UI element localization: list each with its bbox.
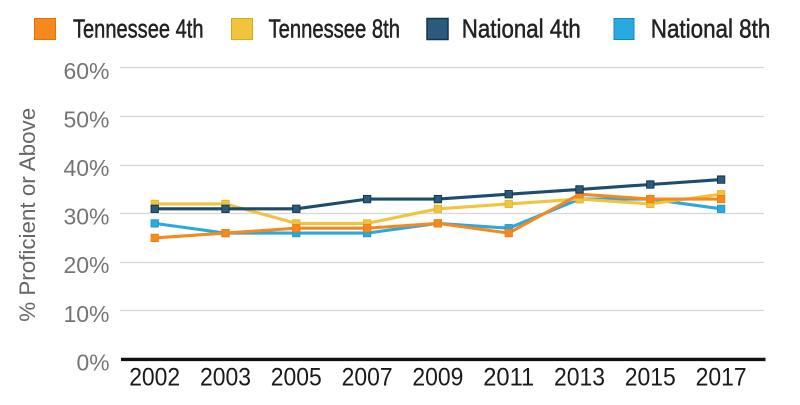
svg-text:2007: 2007 [342, 364, 393, 392]
svg-text:2013: 2013 [554, 364, 605, 392]
svg-text:2003: 2003 [200, 364, 251, 392]
svg-text:2005: 2005 [271, 364, 322, 392]
svg-text:50%: 50% [64, 107, 110, 133]
svg-text:% Proficient or Above: % Proficient or Above [15, 108, 40, 322]
svg-text:2011: 2011 [483, 364, 534, 392]
svg-text:Tennessee 8th: Tennessee 8th [269, 13, 401, 43]
svg-text:60%: 60% [64, 58, 110, 84]
svg-text:2009: 2009 [412, 364, 463, 392]
svg-text:Tennessee 4th: Tennessee 4th [73, 13, 204, 43]
svg-text:2002: 2002 [129, 364, 180, 392]
svg-text:0%: 0% [77, 349, 110, 375]
svg-text:National 4th: National 4th [462, 13, 581, 43]
svg-text:National 8th: National 8th [651, 13, 771, 43]
svg-text:20%: 20% [64, 252, 110, 278]
svg-text:40%: 40% [64, 155, 110, 181]
svg-text:10%: 10% [64, 301, 110, 327]
svg-text:2015: 2015 [625, 364, 676, 392]
svg-text:30%: 30% [64, 204, 110, 230]
svg-text:2017: 2017 [696, 364, 747, 392]
